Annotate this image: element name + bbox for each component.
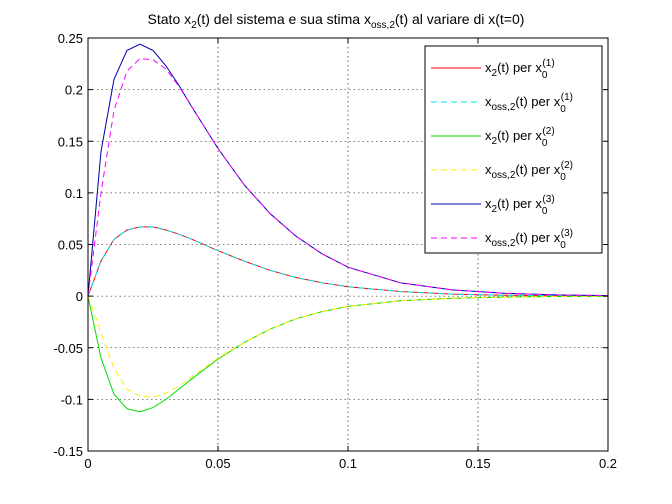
legend-label-2: xoss,2(t) per x0(1) — [485, 92, 573, 115]
chart-title-sub-a: 2 — [191, 20, 197, 31]
chart-title-part-b: (t) del sistema e sua stima x — [197, 11, 371, 27]
chart-title: Stato x2(t) del sistema e sua stima xoss… — [148, 11, 525, 31]
x-tick-label: 0.1 — [339, 456, 357, 471]
x-tick-label: 0.15 — [465, 456, 490, 471]
ticks: 0 0.05 0.1 0.15 0.2 -0.15 -0.1 -0.05 0 0.05 0.1 0.1… — [53, 31, 617, 471]
series-line-4 — [87, 295, 609, 398]
y-tick-label: 0.2 — [65, 83, 83, 98]
legend-label-4: xoss,2(t) per x0(2) — [485, 160, 573, 183]
y-tick-label: 0 — [76, 289, 83, 304]
y-tick-label: 0.05 — [58, 238, 83, 253]
y-tick-label: 0.15 — [58, 134, 83, 149]
y-tick-label: 0.25 — [58, 31, 83, 46]
legend-label-6: xoss,2(t) per x0(3) — [485, 228, 573, 251]
y-tick-label: -0.15 — [53, 444, 83, 459]
x-tick-label: 0.05 — [205, 456, 230, 471]
y-tick-label: -0.1 — [61, 392, 83, 407]
legend: x2(t) per x0(1) xoss,2(t) per x0(1) x2(t) … — [424, 45, 603, 254]
legend-box — [424, 45, 603, 254]
legend-label-5: x2(t) per x0(3) — [485, 194, 555, 217]
chart-title-part-a: Stato x — [148, 11, 192, 27]
chart-title-sub-b: oss,2 — [371, 20, 395, 31]
y-tick-label: 0.1 — [65, 186, 83, 201]
x-tick-label: 0 — [84, 456, 91, 471]
series-line-2 — [87, 226, 609, 297]
legend-label-3: x2(t) per x0(2) — [485, 126, 555, 149]
series-group — [87, 43, 609, 413]
legend-label-1: x2(t) per x0(1) — [485, 58, 555, 81]
series-line-6 — [87, 58, 609, 297]
y-tick-label: -0.05 — [53, 341, 83, 356]
chart-title-part-c: (t) al variare di x(t=0) — [395, 11, 525, 27]
x-tick-label: 0.2 — [599, 456, 617, 471]
